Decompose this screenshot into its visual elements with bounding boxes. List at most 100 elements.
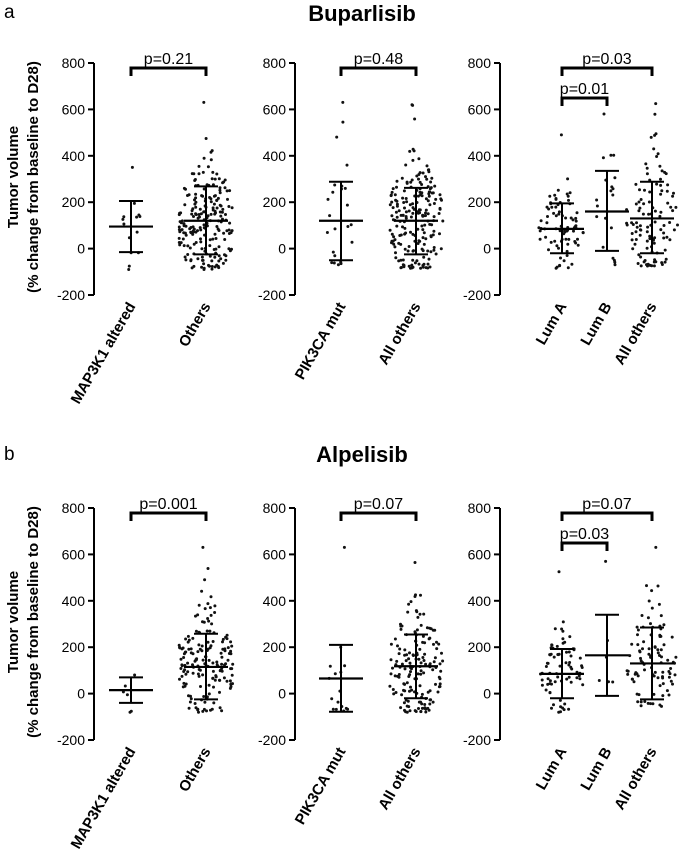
data-point	[402, 189, 406, 193]
data-point	[336, 263, 340, 267]
data-point	[649, 622, 652, 626]
data-point	[666, 183, 670, 187]
data-point	[188, 246, 192, 250]
data-point	[432, 248, 436, 252]
data-point	[331, 707, 335, 711]
data-point	[419, 593, 422, 597]
y-tick-label: -200	[258, 732, 286, 748]
data-point	[223, 178, 227, 182]
data-point	[407, 245, 411, 248]
data-point	[419, 672, 423, 676]
data-point	[426, 706, 430, 710]
data-point	[395, 659, 399, 663]
data-point	[402, 682, 406, 686]
data-point	[664, 257, 668, 261]
data-point	[210, 265, 214, 268]
data-point	[663, 260, 667, 264]
data-point	[197, 164, 201, 168]
data-point	[184, 682, 188, 686]
data-point	[643, 259, 647, 262]
data-point	[567, 237, 571, 241]
data-point	[332, 261, 336, 265]
data-point	[395, 199, 399, 203]
data-point	[661, 682, 665, 686]
data-point	[218, 210, 222, 214]
data-point	[231, 662, 235, 666]
data-point	[193, 702, 197, 705]
data-point	[408, 709, 412, 713]
data-point	[418, 612, 422, 616]
data-point	[611, 256, 615, 260]
data-point	[431, 233, 435, 237]
data-point	[569, 680, 573, 684]
data-point	[429, 250, 433, 254]
data-point	[427, 168, 431, 172]
data-point	[213, 255, 217, 259]
data-point	[565, 650, 568, 654]
y-tick-label: 800	[263, 55, 287, 71]
data-point	[653, 209, 657, 213]
data-point	[561, 637, 565, 641]
data-point	[568, 635, 572, 639]
data-point	[548, 194, 552, 198]
data-point	[581, 231, 585, 234]
data-point	[395, 215, 399, 219]
data-point	[221, 181, 225, 185]
data-point	[417, 173, 421, 176]
data-point	[647, 652, 651, 656]
x-category-label: Lum B	[577, 744, 615, 793]
data-point	[421, 640, 425, 644]
y-tick-label: 200	[263, 639, 287, 655]
data-point	[391, 206, 395, 210]
data-point	[189, 231, 193, 235]
data-point	[438, 662, 442, 666]
x-category-label: All others	[611, 300, 660, 368]
data-point	[209, 158, 213, 162]
data-point	[207, 692, 211, 696]
data-point	[395, 179, 399, 183]
data-point	[182, 652, 186, 656]
data-point	[637, 209, 641, 213]
data-point	[341, 100, 345, 104]
data-point	[595, 215, 599, 219]
data-point	[389, 658, 393, 662]
significance-bracket	[560, 66, 654, 76]
data-point	[609, 226, 613, 230]
data-point	[202, 210, 206, 214]
y-tick-label: 400	[263, 148, 287, 164]
data-point	[662, 224, 666, 227]
data-point	[341, 120, 345, 124]
y-axis-title-line1: Tumor volume	[5, 126, 22, 228]
data-point	[646, 701, 650, 705]
data-point	[570, 667, 574, 671]
data-point	[215, 263, 219, 267]
data-point	[205, 629, 209, 633]
data-point	[655, 182, 659, 186]
data-point	[403, 206, 406, 210]
data-point	[397, 673, 401, 676]
data-point	[568, 191, 572, 195]
data-point	[567, 663, 571, 667]
data-point	[641, 212, 645, 216]
data-point	[428, 222, 432, 226]
data-point	[202, 187, 206, 191]
data-point	[197, 603, 201, 607]
data-point	[211, 661, 215, 665]
data-point	[557, 246, 560, 250]
data-point	[201, 545, 205, 549]
data-point	[404, 659, 408, 663]
data-point	[214, 675, 218, 679]
data-point	[662, 623, 666, 627]
data-point	[669, 667, 673, 670]
data-point	[671, 194, 675, 198]
data-point	[573, 240, 577, 243]
data-point	[230, 644, 234, 648]
data-point	[208, 254, 212, 258]
data-point	[211, 676, 215, 680]
data-point	[226, 646, 230, 650]
data-point	[213, 209, 217, 213]
data-point	[191, 671, 195, 675]
data-point	[211, 237, 215, 241]
data-point	[639, 228, 643, 232]
data-point	[186, 640, 190, 644]
